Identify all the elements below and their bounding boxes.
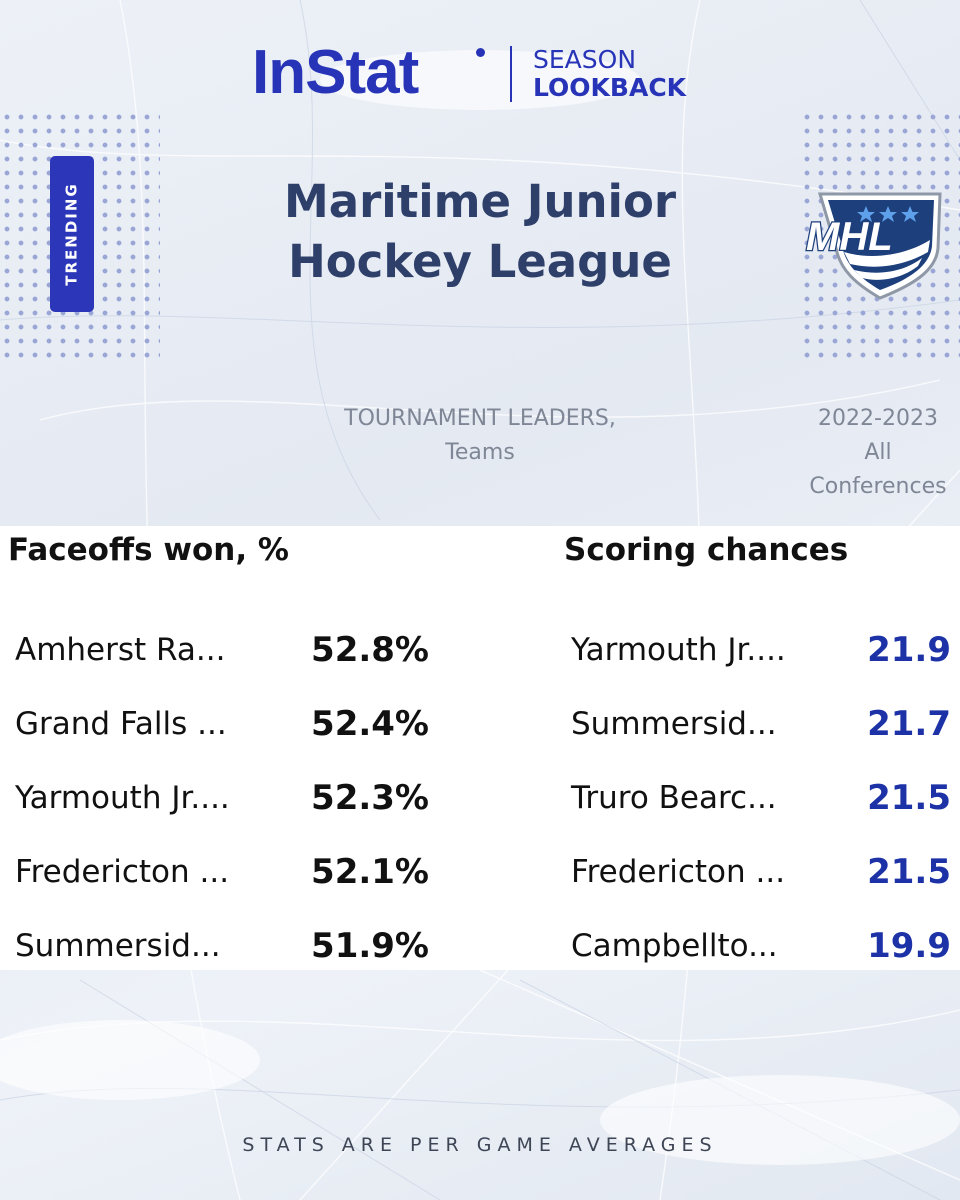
subheading-line1: TOURNAMENT LEADERS, xyxy=(344,406,616,431)
stat-value: 21.9 xyxy=(867,630,951,670)
league-title: Maritime Junior Hockey League xyxy=(160,172,800,292)
team-name: Fredericton ... xyxy=(571,854,786,890)
list-item: Grand Falls ... 52.4% xyxy=(15,692,435,766)
team-name: Amherst Ra... xyxy=(15,632,226,668)
team-name: Yarmouth Jr.... xyxy=(15,780,230,816)
scoring-chances-title: Scoring chances xyxy=(564,532,849,568)
stat-value: 52.3% xyxy=(311,778,429,818)
list-item: Yarmouth Jr.... 52.3% xyxy=(15,766,435,840)
stat-value: 52.4% xyxy=(311,704,429,744)
brand-header: InStat SEASON LOOKBACK xyxy=(0,40,960,106)
team-name: Summersid... xyxy=(15,928,221,964)
tournament-leaders-heading: TOURNAMENT LEADERS, Teams xyxy=(300,402,660,470)
stat-value: 19.9 xyxy=(867,926,951,966)
league-title-line2: Hockey League xyxy=(288,235,672,288)
header-divider xyxy=(510,46,512,102)
team-name: Yarmouth Jr.... xyxy=(571,632,786,668)
list-item: Amherst Ra... 52.8% xyxy=(15,618,435,692)
stat-value: 52.1% xyxy=(311,852,429,892)
list-item: Summersid... 21.7 xyxy=(571,692,951,766)
season-scope-line2: Conferences xyxy=(809,474,947,499)
instat-logo: InStat xyxy=(252,38,419,107)
lookback-label: LOOKBACK xyxy=(533,73,687,102)
list-item: Yarmouth Jr.... 21.9 xyxy=(571,618,951,692)
list-item: Fredericton ... 21.5 xyxy=(571,840,951,914)
team-name: Campbellto... xyxy=(571,928,778,964)
subheading-line2: Teams xyxy=(445,440,515,465)
stat-value: 21.5 xyxy=(867,778,951,818)
list-item: Campbellto... 19.9 xyxy=(571,914,951,988)
footer-note: STATS ARE PER GAME AVERAGES xyxy=(242,1134,718,1156)
team-name: Truro Bearc... xyxy=(571,780,777,816)
stat-value: 21.5 xyxy=(867,852,951,892)
team-name: Summersid... xyxy=(571,706,777,742)
list-item: Fredericton ... 52.1% xyxy=(15,840,435,914)
trending-badge-label: TRENDING xyxy=(63,182,82,286)
stats-panel: Faceoffs won, % Scoring chances Amherst … xyxy=(0,526,960,970)
scoring-chances-list: Yarmouth Jr.... 21.9 Summersid... 21.7 T… xyxy=(571,618,951,988)
mhl-logo-text: MHL xyxy=(806,215,893,259)
team-name: Grand Falls ... xyxy=(15,706,227,742)
list-item: Summersid... 51.9% xyxy=(15,914,435,988)
trending-badge: TRENDING xyxy=(50,156,94,312)
stat-value: 21.7 xyxy=(867,704,951,744)
stat-value: 51.9% xyxy=(311,926,429,966)
faceoffs-list: Amherst Ra... 52.8% Grand Falls ... 52.4… xyxy=(15,618,435,988)
season-years: 2022-2023 xyxy=(818,406,938,431)
mhl-league-logo: MHL xyxy=(805,192,942,300)
season-label: SEASON xyxy=(533,45,637,74)
list-item: Truro Bearc... 21.5 xyxy=(571,766,951,840)
season-scope-line1: All xyxy=(864,440,892,465)
league-title-line1: Maritime Junior xyxy=(283,175,677,228)
team-name: Fredericton ... xyxy=(15,854,230,890)
faceoffs-title: Faceoffs won, % xyxy=(8,532,289,568)
instat-logo-dot-icon xyxy=(476,48,485,57)
season-info: 2022-2023 All Conferences xyxy=(792,402,960,504)
stat-value: 52.8% xyxy=(311,630,429,670)
